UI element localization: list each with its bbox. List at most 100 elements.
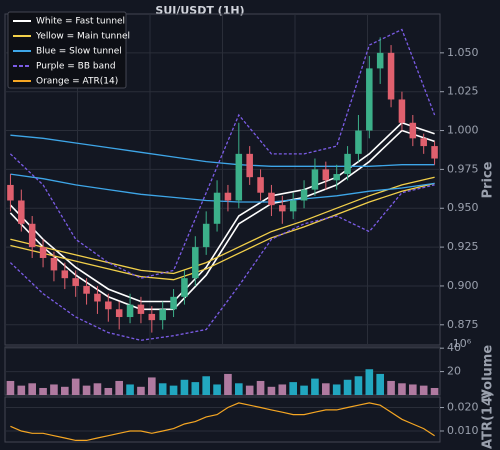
candle-body xyxy=(420,138,427,147)
candle-body xyxy=(83,285,90,294)
candle-body xyxy=(279,205,286,212)
y-tick-label: 0.900 xyxy=(447,279,479,292)
candle-body xyxy=(148,313,156,321)
volume-bar xyxy=(71,378,80,395)
candle-body xyxy=(398,99,406,123)
legend-label: Yellow = Main tunnel xyxy=(35,32,130,42)
candle-body xyxy=(224,192,232,201)
candle-body xyxy=(322,169,330,181)
volume-bar xyxy=(311,378,319,395)
candle-body xyxy=(72,278,79,286)
y-tick-label: 20 xyxy=(447,365,461,378)
candle-body xyxy=(159,309,166,321)
y-tick-label: 0.875 xyxy=(447,318,479,331)
legend-label: Purple = BB band xyxy=(36,62,116,72)
candle-body xyxy=(311,169,319,190)
volume-bar xyxy=(289,382,297,395)
candle-body xyxy=(257,177,264,193)
candle-body xyxy=(28,223,36,248)
volume-bar xyxy=(343,379,352,395)
indicator-lines xyxy=(9,28,436,341)
candle-body xyxy=(235,153,243,201)
atr-line xyxy=(10,402,435,441)
indicator-line xyxy=(10,134,435,167)
volume-bar xyxy=(158,383,167,395)
volume-bar xyxy=(82,385,91,395)
candle-body xyxy=(126,304,134,318)
panel-frame xyxy=(4,396,441,443)
volume-bar xyxy=(50,384,58,395)
y-tick-label: 0.010 xyxy=(447,424,479,437)
volume-bar xyxy=(191,382,200,395)
candle-body xyxy=(376,52,384,69)
volume-bar xyxy=(169,385,178,395)
candle-body xyxy=(431,146,438,159)
legend-label: Blue = Slow tunnel xyxy=(36,47,122,57)
candle-body xyxy=(344,153,351,175)
indicator-line xyxy=(10,176,435,275)
y-tick-label: 0.020 xyxy=(447,401,479,414)
volume-bar xyxy=(213,384,221,395)
candle-body xyxy=(366,68,373,131)
volume-bar xyxy=(224,373,232,395)
volume-bar xyxy=(93,383,102,395)
y-tick-label: 1.050 xyxy=(447,46,479,59)
candle-body xyxy=(39,247,47,258)
candle-body xyxy=(289,200,297,212)
volume-bar xyxy=(300,385,308,395)
indicator-line xyxy=(10,182,435,281)
volume-bar xyxy=(256,380,265,395)
volume-bar xyxy=(398,383,406,395)
candle-body xyxy=(213,192,221,224)
legend-label: Orange = ATR(14) xyxy=(36,77,118,87)
candle-body xyxy=(268,192,275,206)
volume-scale-label: 10⁶ xyxy=(453,337,472,350)
volume-bar xyxy=(39,387,47,395)
candle-body xyxy=(181,278,188,297)
volume-axis-title: Volume xyxy=(481,345,496,400)
volume-bar xyxy=(180,379,189,395)
panel-frame xyxy=(4,346,441,396)
y-tick-label: 1.025 xyxy=(447,85,479,98)
volume-bar xyxy=(104,387,113,395)
candle-body xyxy=(115,309,123,318)
candle-body xyxy=(192,247,199,279)
candle-body xyxy=(105,301,112,310)
volume-bar xyxy=(148,377,156,395)
y-tick-label: 40 xyxy=(447,341,461,354)
y-tick-label: 0.975 xyxy=(447,162,479,175)
candle-body xyxy=(355,130,362,154)
candle-body xyxy=(18,200,25,224)
volume-bar xyxy=(278,384,287,395)
volume-bar xyxy=(332,384,341,395)
chart-title: SUI/USDT (1H) xyxy=(155,4,244,17)
indicator-line xyxy=(9,28,436,279)
y-tick-label: 1.000 xyxy=(447,124,479,137)
candle-body xyxy=(7,184,14,201)
volume-bar xyxy=(365,369,374,395)
volume-bar xyxy=(202,376,210,395)
atr-axis-title: ATR(14) xyxy=(481,391,496,449)
legend-label: White = Fast tunnel xyxy=(36,17,125,27)
indicator-line xyxy=(9,121,435,303)
volume-bar xyxy=(430,387,439,395)
volume-bar xyxy=(115,380,123,395)
candle-body xyxy=(94,293,101,302)
candle-body xyxy=(246,153,253,178)
candle-body xyxy=(202,223,210,248)
volume-bar xyxy=(137,386,145,395)
candle-body xyxy=(170,296,177,310)
y-axis-title: Price xyxy=(481,161,496,198)
candle-body xyxy=(387,52,395,100)
volume-bar xyxy=(354,376,363,395)
volume-bar xyxy=(419,385,428,395)
candle-body xyxy=(333,174,340,181)
candle-body xyxy=(300,189,308,201)
legend-box xyxy=(7,11,127,89)
volume-bar xyxy=(17,385,26,395)
volume-bar xyxy=(387,380,395,395)
indicator-line xyxy=(10,173,435,203)
volume-bar xyxy=(245,385,254,395)
candle-body xyxy=(61,270,69,279)
legend: White = Fast tunnel Yellow = Main tunnel B… xyxy=(7,11,130,89)
